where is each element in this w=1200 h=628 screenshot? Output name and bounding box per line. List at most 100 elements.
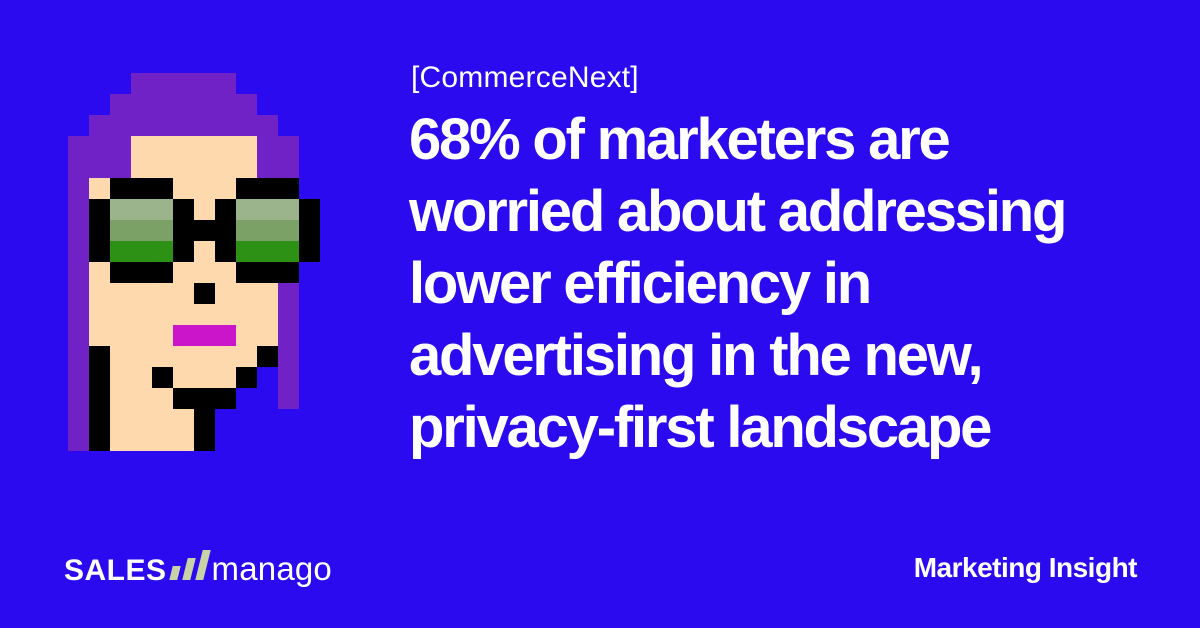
- headline: 68% of marketers are worried about addre…: [409, 107, 1067, 460]
- avatar-pixel: [257, 178, 278, 199]
- avatar-pixel: [299, 73, 320, 94]
- avatar-pixel: [110, 346, 131, 367]
- avatar-pixel: [236, 241, 257, 262]
- avatar-pixel: [110, 262, 131, 283]
- avatar-pixel: [299, 178, 320, 199]
- avatar-pixel: [152, 94, 173, 115]
- avatar-pixel: [110, 73, 131, 94]
- avatar-pixel: [215, 115, 236, 136]
- avatar-pixel: [173, 73, 194, 94]
- avatar-pixel: [215, 430, 236, 451]
- avatar-pixel: [68, 262, 89, 283]
- avatar-pixel: [257, 283, 278, 304]
- avatar-pixel: [131, 94, 152, 115]
- avatar-pixel: [89, 409, 110, 430]
- avatar-pixel: [236, 73, 257, 94]
- avatar-pixel: [68, 388, 89, 409]
- avatar-pixel: [278, 220, 299, 241]
- avatar-pixel: [278, 178, 299, 199]
- logo-text-manago: manago: [211, 550, 332, 587]
- avatar-pixel: [215, 409, 236, 430]
- avatar-pixel: [131, 304, 152, 325]
- avatar-pixel: [257, 409, 278, 430]
- avatar-pixel: [131, 430, 152, 451]
- avatar-pixel: [68, 94, 89, 115]
- avatar-pixel: [152, 325, 173, 346]
- avatar-pixel: [173, 199, 194, 220]
- avatar-pixel: [131, 115, 152, 136]
- avatar-pixel: [131, 262, 152, 283]
- avatar-pixel: [194, 241, 215, 262]
- avatar-pixel: [68, 115, 89, 136]
- avatar-pixel: [299, 367, 320, 388]
- avatar-pixel: [89, 325, 110, 346]
- avatar-pixel: [68, 283, 89, 304]
- avatar-pixel: [236, 367, 257, 388]
- avatar-pixel: [278, 157, 299, 178]
- avatar-pixel: [131, 178, 152, 199]
- avatar-pixel: [131, 199, 152, 220]
- avatar-pixel: [194, 262, 215, 283]
- avatar-pixel: [173, 304, 194, 325]
- avatar-pixel: [194, 94, 215, 115]
- avatar-pixel: [68, 220, 89, 241]
- avatar-pixel: [236, 409, 257, 430]
- avatar-pixel: [173, 388, 194, 409]
- avatar-pixel: [278, 304, 299, 325]
- avatar-pixel: [110, 94, 131, 115]
- avatar-pixel: [215, 388, 236, 409]
- avatar-pixel: [173, 157, 194, 178]
- avatar-pixel: [152, 430, 173, 451]
- avatar-pixel: [236, 262, 257, 283]
- avatar-pixel: [278, 367, 299, 388]
- avatar-pixel: [89, 304, 110, 325]
- avatar-pixel: [278, 262, 299, 283]
- avatar-pixel: [173, 325, 194, 346]
- avatar-pixel: [236, 346, 257, 367]
- avatar-pixel: [257, 325, 278, 346]
- avatar-pixel: [257, 136, 278, 157]
- avatar-pixel: [152, 367, 173, 388]
- avatar-pixel: [299, 304, 320, 325]
- avatar-pixel: [215, 346, 236, 367]
- avatar-pixel: [299, 262, 320, 283]
- avatar-pixel: [131, 409, 152, 430]
- avatar-pixel: [278, 409, 299, 430]
- avatar-pixel: [110, 136, 131, 157]
- avatar-pixel: [278, 115, 299, 136]
- avatar-pixel: [68, 199, 89, 220]
- avatar-pixel: [110, 178, 131, 199]
- avatar-pixel: [173, 346, 194, 367]
- logo-bar: [168, 566, 181, 580]
- avatar-pixel: [152, 115, 173, 136]
- avatar-pixel: [299, 241, 320, 262]
- avatar-pixel: [110, 115, 131, 136]
- avatar-pixel: [194, 304, 215, 325]
- avatar-pixel: [131, 73, 152, 94]
- avatar-pixel: [68, 136, 89, 157]
- avatar-pixel: [89, 346, 110, 367]
- avatar-pixel: [152, 283, 173, 304]
- avatar-pixel: [173, 409, 194, 430]
- avatar-pixel: [257, 199, 278, 220]
- avatar-pixel: [194, 325, 215, 346]
- avatar-pixel: [278, 325, 299, 346]
- growth-bars-icon: [168, 550, 211, 580]
- avatar-pixel: [215, 262, 236, 283]
- salesmanago-logo: SALES manago: [64, 550, 332, 586]
- avatar-pixel: [194, 220, 215, 241]
- avatar-pixel: [194, 178, 215, 199]
- avatar-pixel: [173, 262, 194, 283]
- avatar-pixel: [173, 367, 194, 388]
- avatar-pixel: [236, 199, 257, 220]
- avatar-pixel: [110, 304, 131, 325]
- avatar-pixel: [110, 367, 131, 388]
- avatar-pixel: [299, 199, 320, 220]
- avatar-pixel: [152, 220, 173, 241]
- avatar-pixel: [299, 157, 320, 178]
- avatar-pixel: [110, 388, 131, 409]
- avatar-pixel: [152, 73, 173, 94]
- avatar-pixel: [89, 220, 110, 241]
- avatar-pixel: [278, 199, 299, 220]
- logo-bar: [194, 550, 211, 580]
